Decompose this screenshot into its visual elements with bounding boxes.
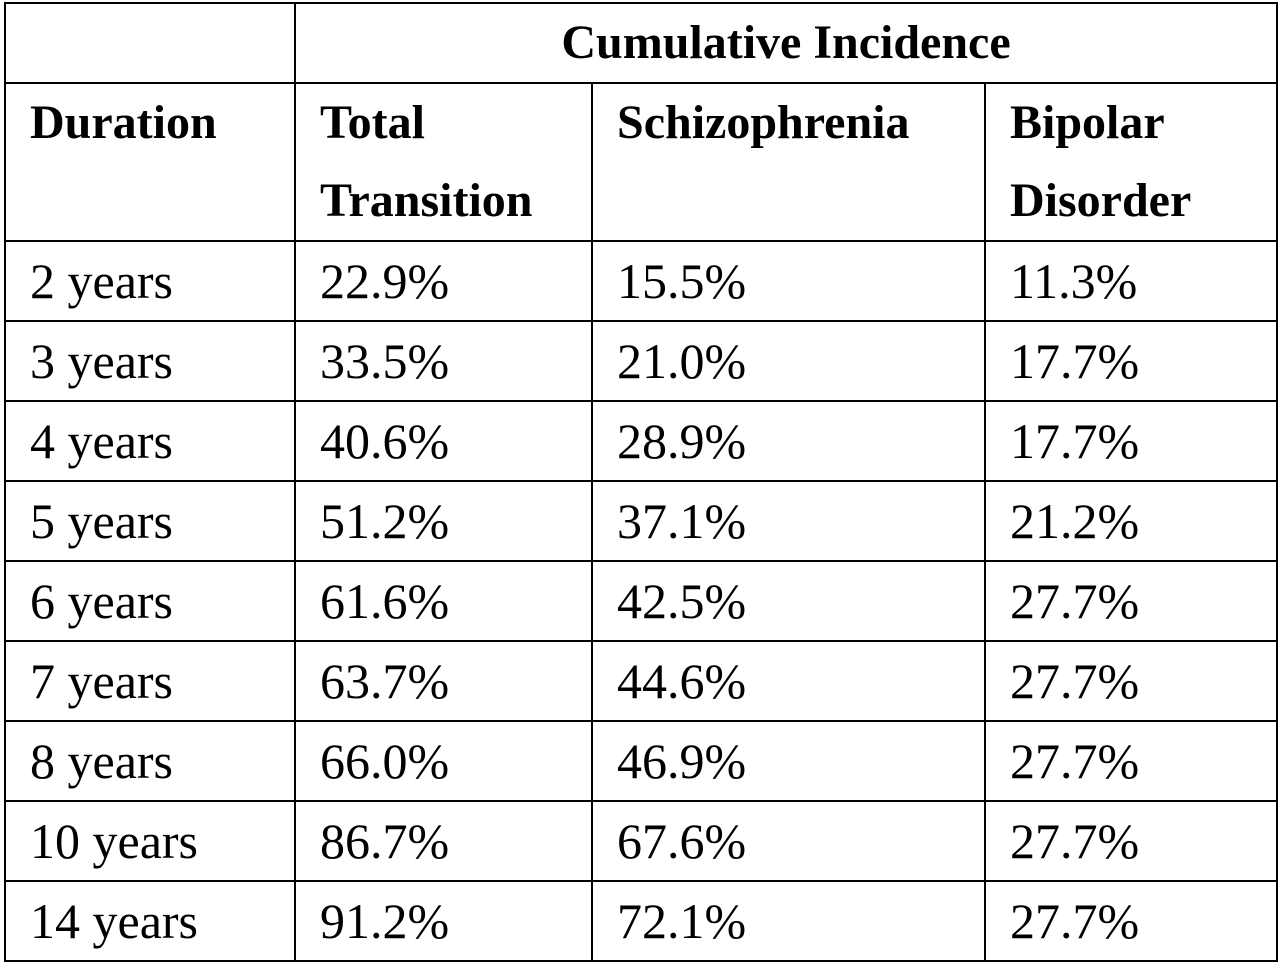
- table-row: 14 years 91.2% 72.1% 27.7%: [4, 880, 1279, 962]
- total-transition-cell: 91.2%: [294, 880, 593, 962]
- duration-cell: 10 years: [4, 800, 296, 882]
- table-body: 2 years 22.9% 15.5% 11.3% 3 years 33.5% …: [4, 240, 1279, 962]
- schizophrenia-cell: 44.6%: [591, 640, 986, 722]
- column-header-bipolar-disorder: Bipolar Disorder: [983, 82, 1279, 242]
- duration-cell: 5 years: [4, 480, 296, 562]
- column-header-duration: Duration: [4, 82, 296, 242]
- schizophrenia-cell: 37.1%: [591, 480, 986, 562]
- bipolar-disorder-cell: 27.7%: [983, 800, 1279, 882]
- duration-cell: 14 years: [4, 880, 296, 962]
- total-transition-cell: 61.6%: [294, 560, 593, 642]
- bipolar-disorder-cell: 11.3%: [983, 240, 1279, 322]
- column-header-total-transition: Total Transition: [294, 82, 593, 242]
- table-row: 10 years 86.7% 67.6% 27.7%: [4, 800, 1279, 882]
- duration-cell: 4 years: [4, 400, 296, 482]
- bipolar-disorder-cell: 27.7%: [983, 720, 1279, 802]
- bipolar-disorder-cell: 17.7%: [983, 400, 1279, 482]
- schizophrenia-cell: 28.9%: [591, 400, 986, 482]
- table-row: 6 years 61.6% 42.5% 27.7%: [4, 560, 1279, 642]
- duration-cell: 7 years: [4, 640, 296, 722]
- group-header-cumulative-incidence: Cumulative Incidence: [293, 2, 1279, 84]
- total-transition-cell: 22.9%: [294, 240, 593, 322]
- column-header-row: Duration Total Transition Schizophrenia …: [4, 82, 1279, 242]
- cumulative-incidence-table: Cumulative Incidence Duration Total Tran…: [4, 2, 1279, 962]
- bipolar-disorder-cell: 21.2%: [983, 480, 1279, 562]
- total-transition-cell: 66.0%: [294, 720, 593, 802]
- schizophrenia-cell: 46.9%: [591, 720, 986, 802]
- duration-cell: 2 years: [4, 240, 296, 322]
- table-row: 5 years 51.2% 37.1% 21.2%: [4, 480, 1279, 562]
- total-transition-cell: 63.7%: [294, 640, 593, 722]
- total-transition-cell: 86.7%: [294, 800, 593, 882]
- bipolar-disorder-cell: 27.7%: [983, 560, 1279, 642]
- total-transition-cell: 40.6%: [294, 400, 593, 482]
- bipolar-disorder-cell: 17.7%: [983, 320, 1279, 402]
- table-row: 7 years 63.7% 44.6% 27.7%: [4, 640, 1279, 722]
- table-row: 8 years 66.0% 46.9% 27.7%: [4, 720, 1279, 802]
- schizophrenia-cell: 42.5%: [591, 560, 986, 642]
- bipolar-disorder-cell: 27.7%: [983, 880, 1279, 962]
- schizophrenia-cell: 21.0%: [591, 320, 986, 402]
- table-row: 4 years 40.6% 28.9% 17.7%: [4, 400, 1279, 482]
- empty-corner-cell: [4, 2, 296, 84]
- schizophrenia-cell: 67.6%: [591, 800, 986, 882]
- group-header-row: Cumulative Incidence: [4, 2, 1279, 84]
- schizophrenia-cell: 72.1%: [591, 880, 986, 962]
- duration-cell: 3 years: [4, 320, 296, 402]
- total-transition-cell: 51.2%: [294, 480, 593, 562]
- bipolar-disorder-cell: 27.7%: [983, 640, 1279, 722]
- column-header-schizophrenia: Schizophrenia: [591, 82, 986, 242]
- schizophrenia-cell: 15.5%: [591, 240, 986, 322]
- incidence-table-container: Cumulative Incidence Duration Total Tran…: [4, 2, 1279, 962]
- duration-cell: 6 years: [4, 560, 296, 642]
- table-row: 2 years 22.9% 15.5% 11.3%: [4, 240, 1279, 322]
- duration-cell: 8 years: [4, 720, 296, 802]
- total-transition-cell: 33.5%: [294, 320, 593, 402]
- table-row: 3 years 33.5% 21.0% 17.7%: [4, 320, 1279, 402]
